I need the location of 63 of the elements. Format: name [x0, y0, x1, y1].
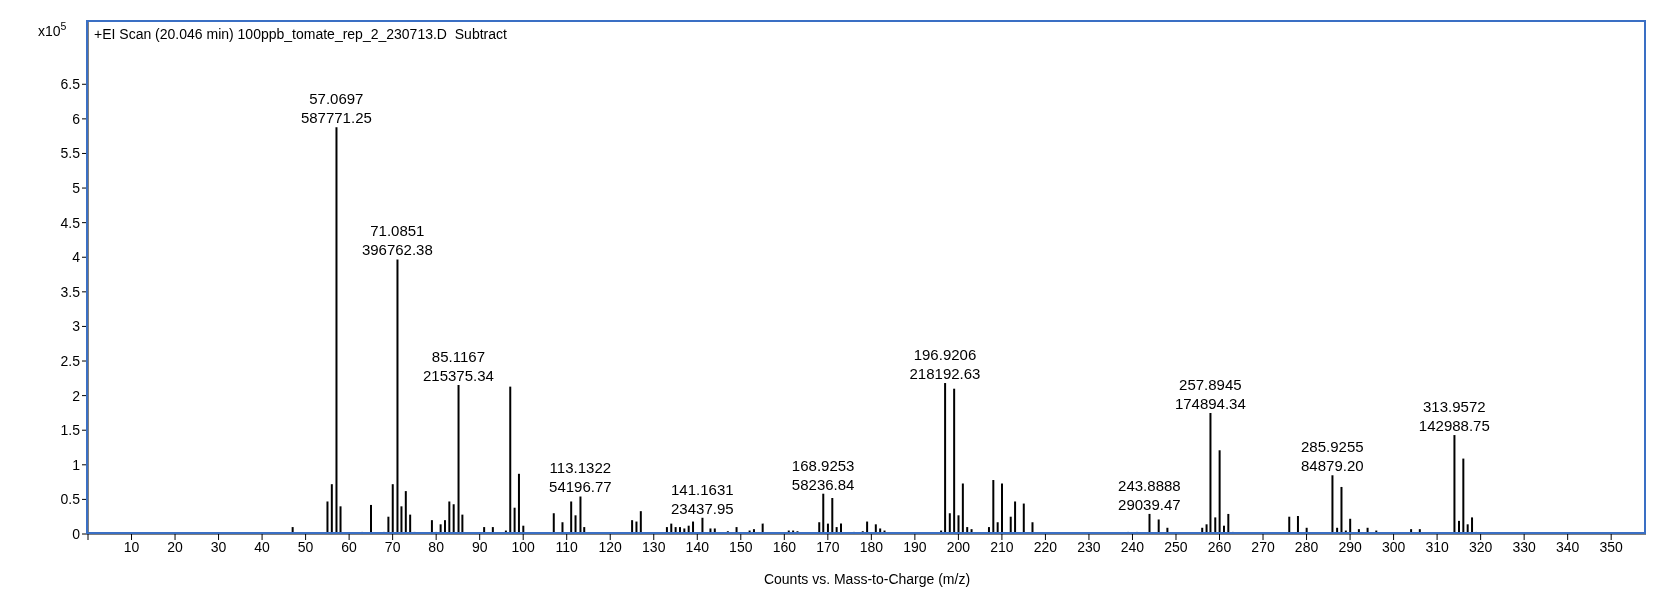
- annotation: 141.1631 23437.95: [671, 480, 734, 517]
- y-tick-label: 3.5: [60, 283, 81, 300]
- x-tick-label: 190: [903, 538, 927, 555]
- x-tick-label: 310: [1425, 538, 1449, 555]
- y-tick-label: 4: [72, 249, 81, 266]
- y-tick-label: 5.5: [60, 145, 81, 162]
- x-tick-label: 50: [297, 538, 314, 555]
- x-tick-label: 240: [1120, 538, 1145, 555]
- annotation: 196.9206 218192.63: [909, 346, 981, 383]
- x-tick-label: 340: [1555, 538, 1580, 555]
- annotation: 257.8945 174894.34: [1174, 376, 1246, 412]
- x-tick-label: 140: [685, 538, 710, 555]
- x-tick-label: 10: [123, 538, 140, 555]
- y-tick-label: 0: [72, 525, 81, 542]
- x-tick-label: 250: [1164, 538, 1188, 555]
- y-tick-label: 2.5: [60, 353, 81, 369]
- x-tick-label: 70: [384, 538, 401, 555]
- x-tick-label: 260: [1207, 538, 1232, 555]
- x-tick-label: 40: [254, 538, 271, 555]
- annotation: 71.0851 396762.38: [361, 222, 433, 259]
- x-axis-title: Counts vs. Mass-to-Charge (m/z): [763, 571, 971, 587]
- y-tick-label: 6.5: [60, 76, 81, 93]
- x-tick-label: 60: [341, 538, 358, 555]
- x-tick-label: 30: [210, 538, 227, 555]
- y-tick-label: 4.5: [60, 214, 81, 231]
- x-tick-label: 160: [772, 538, 797, 555]
- x-tick-label: 220: [1033, 538, 1058, 555]
- x-tick-label: 210: [990, 538, 1014, 555]
- x-tick-label: 270: [1251, 538, 1275, 555]
- annotation: 285.9255 84879.20: [1301, 438, 1364, 475]
- x-tick-label: 330: [1512, 538, 1537, 555]
- y-tick-label: 3: [72, 318, 81, 335]
- x-tick-label: 90: [471, 538, 488, 555]
- y-axis-title: x10$^{5}$: [38, 20, 67, 39]
- y-tick-label: 1.5: [60, 422, 81, 439]
- y-tick-label: 1: [72, 456, 81, 473]
- annotation: 243.8888 29039.47: [1118, 476, 1181, 513]
- x-tick-label: 100: [511, 538, 536, 555]
- annotation: 85.1167 215375.34: [422, 347, 494, 384]
- x-tick-label: 120: [598, 538, 623, 555]
- x-tick-label: 320: [1468, 538, 1493, 555]
- x-tick-label: 20: [167, 538, 184, 555]
- x-tick-label: 280: [1294, 538, 1319, 555]
- x-tick-label: 180: [859, 538, 884, 555]
- x-tick-label: 80: [428, 538, 445, 555]
- annotation: 57.0697 587771.25: [300, 90, 372, 127]
- y-tick-label: 2: [72, 387, 81, 404]
- y-tick-label: 6: [72, 110, 81, 127]
- x-tick-label: 350: [1599, 538, 1624, 555]
- annotation: 113.1322 54196.77: [549, 459, 612, 496]
- x-tick-label: 110: [555, 538, 579, 555]
- x-tick-label: 170: [816, 538, 840, 555]
- x-tick-label: 290: [1338, 538, 1362, 555]
- y-tick-label: 5: [72, 180, 81, 197]
- x-tick-label: 130: [642, 538, 666, 555]
- x-tick-label: 300: [1381, 538, 1406, 555]
- x-tick-label: 150: [729, 538, 753, 555]
- annotation: 168.9253 58236.84: [791, 456, 855, 493]
- annotation: 313.9572 142988.75: [1418, 398, 1490, 435]
- y-tick-label: 0.5: [60, 491, 81, 508]
- x-tick-label: 230: [1077, 538, 1101, 555]
- x-tick-label: 200: [946, 538, 971, 555]
- chart-title: +EI Scan (20.046 min) 100ppb_tomate_rep_2_230713.D Subtract: [94, 26, 507, 42]
